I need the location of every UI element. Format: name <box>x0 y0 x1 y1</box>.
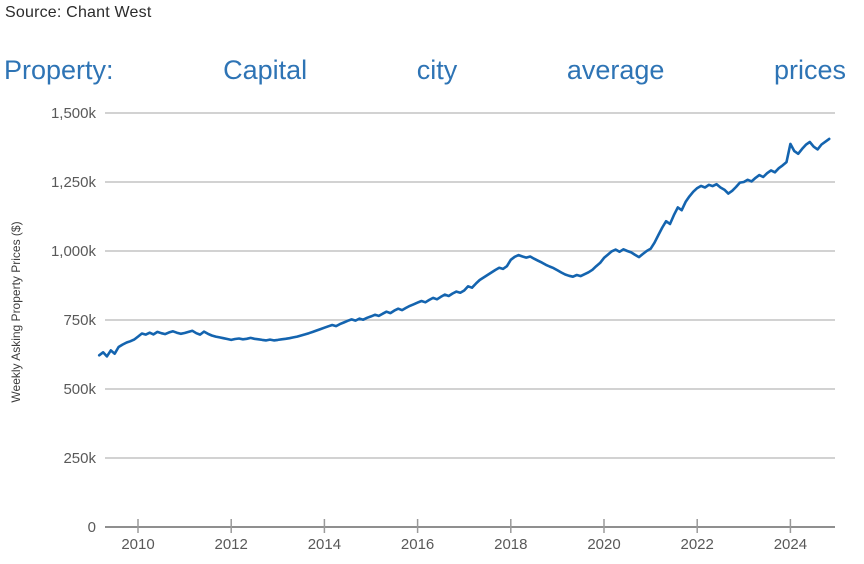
price-line <box>97 137 831 358</box>
x-tick-label: 2014 <box>308 536 341 553</box>
y-tick-label: 1,000k <box>51 243 97 260</box>
x-tick-label: 2012 <box>215 536 248 553</box>
y-tick-label: 1,250k <box>51 174 97 191</box>
y-tick-label: 500k <box>63 381 96 398</box>
y-tick-label: 0 <box>88 519 96 536</box>
x-tick-label: 2024 <box>774 536 807 553</box>
x-tick-label: 2016 <box>401 536 434 553</box>
y-tick-label: 250k <box>63 450 96 467</box>
x-tick-label: 2018 <box>494 536 527 553</box>
chart-title: Property: Capital city average prices <box>4 55 846 85</box>
y-tick-label: 1,500k <box>51 105 97 122</box>
source-label: Source: Chant West <box>5 4 152 21</box>
x-tick-label: 2010 <box>121 536 154 553</box>
x-tick-label: 2020 <box>587 536 620 553</box>
y-tick-label: 750k <box>63 312 96 329</box>
x-tick-label: 2022 <box>681 536 714 553</box>
